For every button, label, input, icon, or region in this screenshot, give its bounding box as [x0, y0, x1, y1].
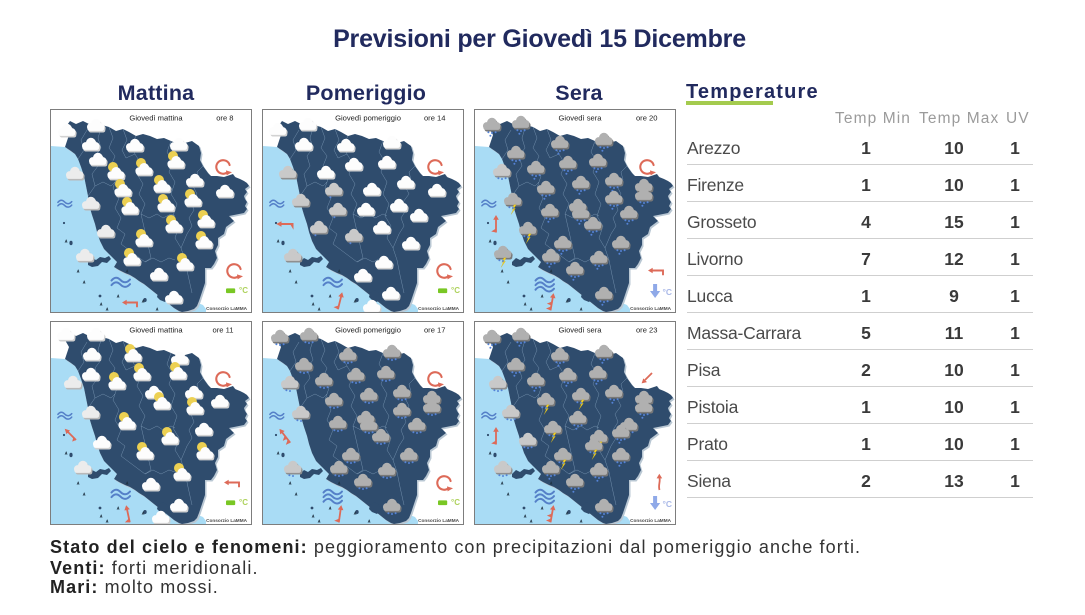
- svg-text:ore 14: ore 14: [424, 114, 446, 123]
- svg-text:Giovedì sera: Giovedì sera: [558, 114, 602, 123]
- svg-text:Consorzio LaMMA: Consorzio LaMMA: [206, 306, 247, 311]
- svg-text:°C: °C: [663, 499, 673, 509]
- svg-text:Consorzio LaMMA: Consorzio LaMMA: [630, 518, 671, 523]
- svg-text:°C: °C: [451, 498, 460, 507]
- svg-text:°C: °C: [239, 286, 248, 295]
- svg-text:Consorzio LaMMA: Consorzio LaMMA: [630, 306, 671, 311]
- svg-text:ore 17: ore 17: [424, 326, 446, 335]
- svg-text:°C: °C: [451, 286, 460, 295]
- svg-text:Giovedì sera: Giovedì sera: [558, 326, 602, 335]
- svg-text:Consorzio LaMMA: Consorzio LaMMA: [418, 518, 459, 523]
- svg-text:Consorzio LaMMA: Consorzio LaMMA: [206, 518, 247, 523]
- svg-text:ore 23: ore 23: [636, 326, 658, 335]
- svg-text:Giovedì pomeriggio: Giovedì pomeriggio: [335, 326, 401, 335]
- svg-text:ore 8: ore 8: [216, 114, 233, 123]
- svg-text:Consorzio LaMMA: Consorzio LaMMA: [418, 306, 459, 311]
- svg-text:°C: °C: [663, 287, 673, 297]
- svg-text:Giovedì pomeriggio: Giovedì pomeriggio: [335, 114, 401, 123]
- svg-text:ore 11: ore 11: [213, 326, 234, 335]
- svg-text:Giovedì mattina: Giovedì mattina: [129, 114, 183, 123]
- svg-text:ore 20: ore 20: [636, 114, 658, 123]
- svg-text:Giovedì mattina: Giovedì mattina: [129, 326, 183, 335]
- svg-text:°C: °C: [239, 498, 248, 507]
